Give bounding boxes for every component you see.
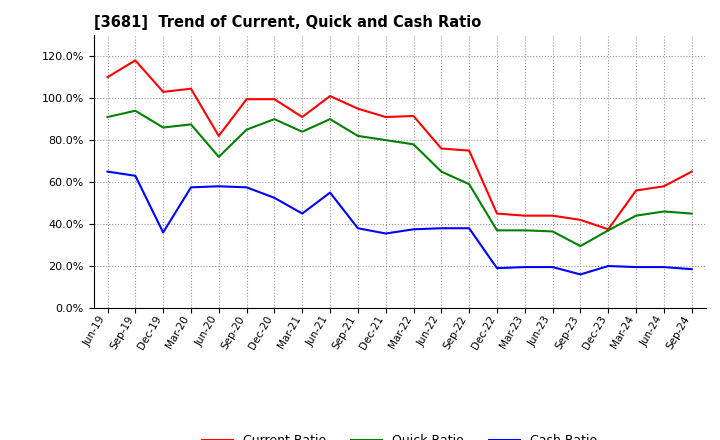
Current Ratio bbox=[186, 86, 195, 92]
Cash Ratio bbox=[354, 226, 362, 231]
Current Ratio bbox=[549, 213, 557, 218]
Quick Ratio bbox=[660, 209, 668, 214]
Quick Ratio bbox=[409, 142, 418, 147]
Cash Ratio bbox=[186, 185, 195, 190]
Current Ratio bbox=[242, 96, 251, 102]
Text: [3681]  Trend of Current, Quick and Cash Ratio: [3681] Trend of Current, Quick and Cash … bbox=[94, 15, 481, 30]
Cash Ratio bbox=[660, 264, 668, 270]
Line: Current Ratio: Current Ratio bbox=[107, 60, 692, 229]
Line: Quick Ratio: Quick Ratio bbox=[107, 111, 692, 246]
Cash Ratio bbox=[298, 211, 307, 216]
Quick Ratio bbox=[131, 108, 140, 114]
Cash Ratio bbox=[131, 173, 140, 179]
Current Ratio bbox=[465, 148, 474, 153]
Current Ratio bbox=[604, 227, 613, 232]
Quick Ratio bbox=[242, 127, 251, 132]
Current Ratio bbox=[382, 114, 390, 120]
Cash Ratio bbox=[215, 183, 223, 189]
Cash Ratio bbox=[103, 169, 112, 174]
Cash Ratio bbox=[437, 226, 446, 231]
Cash Ratio bbox=[382, 231, 390, 236]
Quick Ratio bbox=[186, 122, 195, 127]
Cash Ratio bbox=[159, 230, 168, 235]
Quick Ratio bbox=[298, 129, 307, 134]
Current Ratio bbox=[325, 93, 334, 99]
Current Ratio bbox=[270, 96, 279, 102]
Quick Ratio bbox=[215, 154, 223, 160]
Current Ratio bbox=[492, 211, 501, 216]
Quick Ratio bbox=[437, 169, 446, 174]
Cash Ratio bbox=[242, 185, 251, 190]
Quick Ratio bbox=[604, 228, 613, 233]
Quick Ratio bbox=[270, 117, 279, 122]
Current Ratio bbox=[131, 58, 140, 63]
Quick Ratio bbox=[325, 117, 334, 122]
Cash Ratio bbox=[409, 227, 418, 232]
Quick Ratio bbox=[159, 125, 168, 130]
Cash Ratio bbox=[492, 265, 501, 271]
Cash Ratio bbox=[549, 264, 557, 270]
Cash Ratio bbox=[631, 264, 640, 270]
Current Ratio bbox=[688, 169, 696, 174]
Quick Ratio bbox=[576, 243, 585, 249]
Cash Ratio bbox=[465, 226, 474, 231]
Current Ratio bbox=[215, 133, 223, 139]
Cash Ratio bbox=[576, 272, 585, 277]
Quick Ratio bbox=[688, 211, 696, 216]
Current Ratio bbox=[437, 146, 446, 151]
Current Ratio bbox=[354, 106, 362, 111]
Cash Ratio bbox=[521, 264, 529, 270]
Line: Cash Ratio: Cash Ratio bbox=[107, 172, 692, 275]
Quick Ratio bbox=[521, 228, 529, 233]
Current Ratio bbox=[298, 114, 307, 120]
Cash Ratio bbox=[688, 267, 696, 272]
Cash Ratio bbox=[270, 195, 279, 201]
Current Ratio bbox=[159, 89, 168, 95]
Quick Ratio bbox=[354, 133, 362, 139]
Current Ratio bbox=[409, 114, 418, 119]
Current Ratio bbox=[521, 213, 529, 218]
Current Ratio bbox=[660, 183, 668, 189]
Quick Ratio bbox=[382, 137, 390, 143]
Cash Ratio bbox=[325, 190, 334, 195]
Quick Ratio bbox=[631, 213, 640, 218]
Current Ratio bbox=[103, 74, 112, 80]
Cash Ratio bbox=[604, 264, 613, 269]
Quick Ratio bbox=[465, 182, 474, 187]
Current Ratio bbox=[576, 217, 585, 223]
Current Ratio bbox=[631, 188, 640, 193]
Quick Ratio bbox=[492, 228, 501, 233]
Quick Ratio bbox=[103, 114, 112, 120]
Quick Ratio bbox=[549, 229, 557, 234]
Legend: Current Ratio, Quick Ratio, Cash Ratio: Current Ratio, Quick Ratio, Cash Ratio bbox=[197, 429, 603, 440]
